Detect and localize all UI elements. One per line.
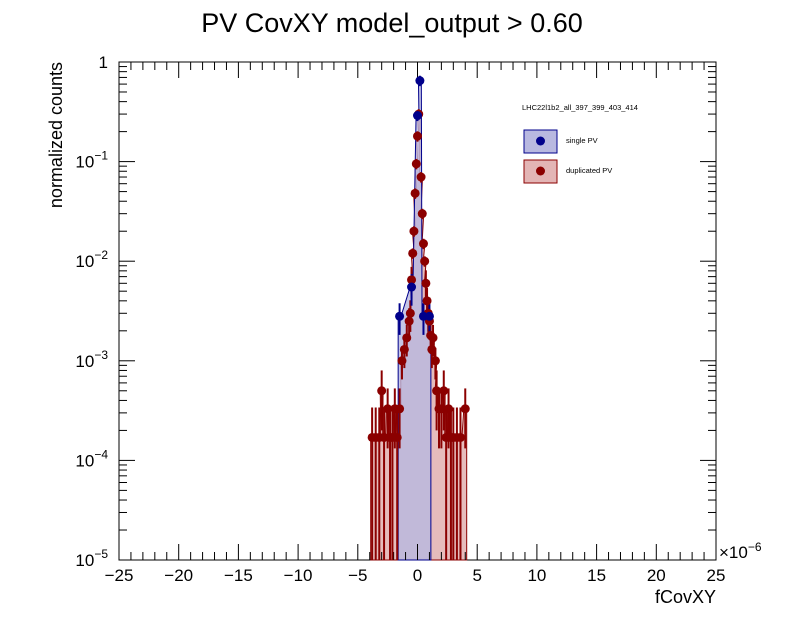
data-point-duplicated-pv [377, 386, 387, 396]
legend-label-duplicated-pv: duplicated PV [566, 166, 612, 175]
x-multiplier-base: ×10 [719, 543, 748, 562]
x-tick-label: −20 [164, 566, 193, 585]
data-point-duplicated-pv [410, 188, 420, 198]
legend-label-single-pv: single PV [566, 136, 598, 145]
legend-marker-duplicated-pv [536, 166, 545, 176]
chart-title: PV CovXY model_output > 0.60 [201, 8, 583, 38]
data-point-duplicated-pv [402, 333, 412, 343]
x-tick-label: 15 [587, 566, 606, 585]
data-point-duplicated-pv [418, 239, 428, 249]
y-tick-label: 1 [99, 53, 108, 72]
data-point-duplicated-pv [444, 404, 454, 414]
legend: LHC22l1b2_all_397_399_403_414 single PV … [522, 103, 638, 184]
axis-ticks [118, 61, 717, 561]
data-point-duplicated-pv [413, 131, 422, 141]
data-point-duplicated-pv [427, 344, 437, 354]
legend-item-duplicated-pv: duplicated PV [523, 159, 612, 184]
data-point-duplicated-pv [439, 386, 449, 396]
data-point-single-pv [415, 76, 425, 86]
x-tick-label: −10 [284, 566, 313, 585]
y-tick-label: 10−5 [75, 547, 108, 570]
y-tick-base: 10 [75, 252, 94, 271]
y-tick-exponent: −2 [94, 248, 108, 262]
y-tick-exponent: −3 [94, 348, 108, 362]
x-multiplier: ×10−6 [719, 540, 762, 562]
histogram-fills [370, 80, 468, 561]
data-point-single-pv [424, 311, 434, 321]
y-tick-base: 10 [75, 352, 94, 371]
data-point-duplicated-pv [399, 344, 409, 354]
data-point-duplicated-pv [408, 248, 418, 258]
y-tick-label: 10−2 [75, 248, 108, 271]
x-tick-label: 25 [707, 566, 726, 585]
y-tick-exponent: −5 [94, 547, 108, 561]
y-tick-label: 10−4 [75, 447, 108, 470]
x-tick-label: −5 [348, 566, 367, 585]
data-point-duplicated-pv [422, 296, 432, 306]
y-tick-exponent: −1 [94, 149, 108, 163]
y-tick-exponent: −4 [94, 447, 108, 461]
data-point-duplicated-pv [392, 432, 402, 442]
data-point-duplicated-pv [421, 278, 431, 288]
x-multiplier-exp: −6 [748, 540, 762, 554]
data-point-single-pv [395, 311, 405, 321]
data-point-duplicated-pv [432, 386, 442, 396]
legend-marker-single-pv [536, 136, 545, 146]
x-tick-label: 5 [472, 566, 481, 585]
y-tick-base: 10 [75, 153, 94, 172]
data-point-duplicated-pv [405, 308, 415, 318]
x-tick-label: 20 [647, 566, 666, 585]
data-point-duplicated-pv [416, 172, 426, 182]
data-point-duplicated-pv [383, 404, 393, 414]
y-axis-title: normalized counts [46, 62, 66, 208]
data-point-duplicated-pv [411, 159, 421, 169]
data-point-single-pv [407, 282, 417, 292]
data-point-duplicated-pv [455, 432, 465, 442]
data-point-duplicated-pv [395, 404, 405, 414]
data-point-duplicated-pv [409, 226, 419, 236]
data-point-duplicated-pv [420, 256, 430, 266]
y-tick-base: 10 [75, 451, 94, 470]
data-point-single-pv [413, 111, 422, 121]
x-axis-title: fCovXY [655, 587, 716, 607]
x-tick-label: 10 [527, 566, 546, 585]
data-point-duplicated-pv [436, 404, 446, 414]
data-point-duplicated-pv [428, 333, 438, 343]
data-point-duplicated-pv [417, 209, 427, 219]
x-tick-label: −25 [105, 566, 134, 585]
y-tick-label: 10−3 [75, 348, 108, 371]
x-tick-label: 0 [413, 566, 422, 585]
x-tick-labels: −25 −20 −15 −10 −5 0 5 10 15 20 25 [105, 566, 726, 585]
y-tick-base: 10 [75, 551, 94, 570]
x-tick-label: −15 [224, 566, 253, 585]
y-tick-labels: 10−510−410−310−210−11 [75, 53, 108, 570]
data-point-duplicated-pv [407, 275, 417, 285]
y-tick-label: 10−1 [75, 149, 108, 172]
data-point-duplicated-pv [397, 356, 407, 366]
data-point-duplicated-pv [460, 404, 470, 414]
legend-header: LHC22l1b2_all_397_399_403_414 [522, 103, 638, 112]
data-points [367, 76, 470, 442]
data-point-duplicated-pv [430, 356, 440, 366]
legend-item-single-pv: single PV [523, 129, 598, 154]
data-point-duplicated-pv [404, 316, 414, 326]
